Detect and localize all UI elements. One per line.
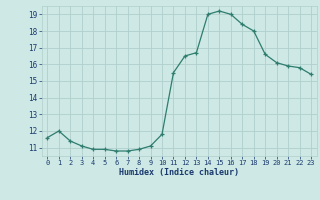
X-axis label: Humidex (Indice chaleur): Humidex (Indice chaleur): [119, 168, 239, 177]
